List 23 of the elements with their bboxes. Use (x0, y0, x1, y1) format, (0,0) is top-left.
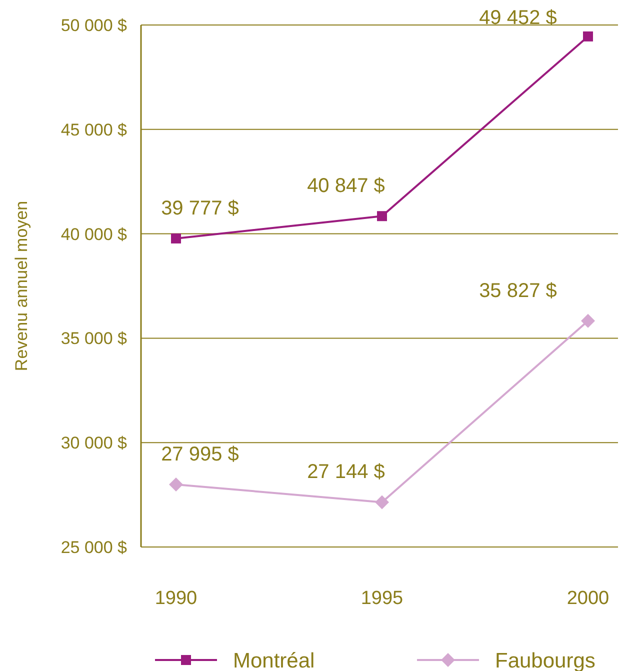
legend-label: Montréal (233, 649, 315, 671)
point (375, 495, 389, 510)
y-tick-label: 25 000 $ (60, 538, 128, 557)
data-label: 39 777 $ (161, 197, 239, 220)
x-tick-label: 2000 (566, 588, 610, 609)
point (171, 233, 181, 244)
y-axis-title: Revenu annuel moyen (12, 200, 31, 372)
point (581, 314, 595, 328)
y-tick-label: 35 000 $ (60, 329, 128, 348)
x-tick-label: 1995 (360, 588, 404, 609)
point (377, 211, 387, 222)
data-label: 27 144 $ (307, 461, 385, 484)
point (169, 477, 183, 492)
x-tick-label: 1990 (154, 588, 198, 609)
data-label: 35 827 $ (479, 280, 557, 302)
y-tick-label: 50 000 $ (60, 16, 128, 35)
data-label: 40 847 $ (307, 175, 385, 198)
data-label: 27 995 $ (161, 443, 239, 466)
y-tick-label: 30 000 $ (60, 434, 128, 453)
point (583, 31, 593, 42)
y-tick-label: 40 000 $ (60, 224, 128, 244)
y-tick-label: 45 000 $ (60, 120, 128, 140)
data-label: 49 452 $ (479, 7, 557, 29)
